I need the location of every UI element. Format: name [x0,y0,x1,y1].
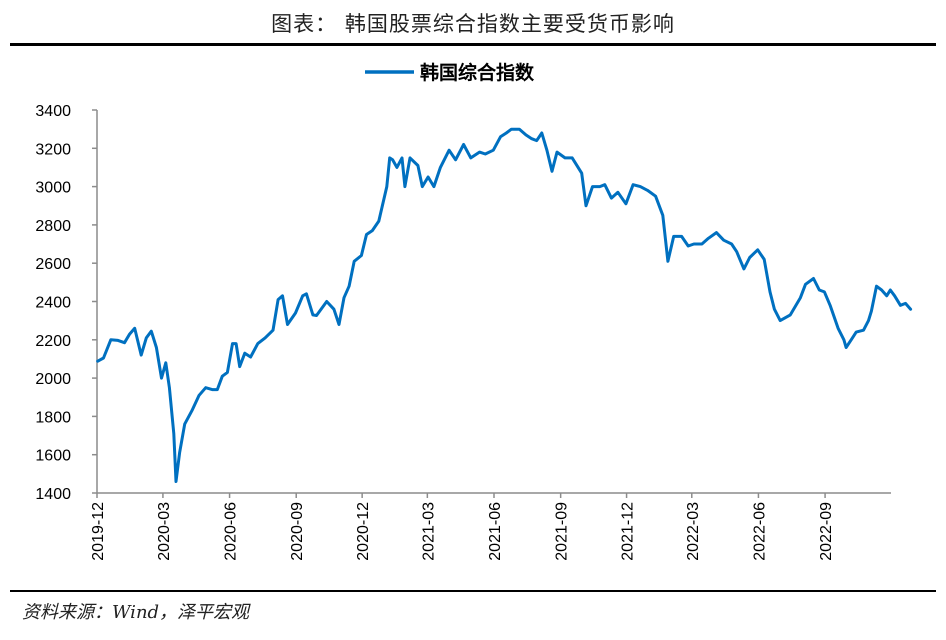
y-tick-label: 2400 [35,295,71,312]
x-tick-label: 2021-03 [420,502,437,561]
y-tick-label: 2000 [35,371,71,388]
x-tick-label: 2020-09 [289,502,306,561]
y-tick-label: 3000 [35,180,71,197]
y-tick-label: 1800 [35,409,71,426]
footer-rule [10,590,936,592]
y-tick-label: 2200 [35,333,71,350]
x-ticks: 2019-12 2020-03 2020-06 2020-09 2020-12 2021-… [90,493,835,561]
x-tick-label: 2020-06 [223,502,240,561]
y-tick-label: 2600 [35,256,71,273]
legend: 韩国综合指数 [365,61,535,84]
y-tick-label: 1400 [35,486,71,503]
x-tick-label: 2020-03 [156,502,173,561]
y-tick-label: 3200 [35,141,71,158]
x-tick-label: 2019-12 [90,502,107,561]
series-line-kospi [96,127,913,483]
legend-label: 韩国综合指数 [420,61,535,84]
x-tick-label: 2022-03 [685,502,702,561]
x-tick-label: 2020-12 [355,502,372,561]
x-tick-label: 2022-06 [751,502,768,561]
x-tick-label: 2021-09 [554,502,571,561]
x-tick-label: 2022-09 [818,502,835,561]
y-tick-label: 3400 [35,103,71,120]
y-tick-label: 1600 [35,448,71,465]
y-tick-label: 2800 [35,218,71,235]
x-tick-label: 2021-12 [620,502,637,561]
y-ticks: 1400 1600 1800 2000 2200 2400 2600 2800 3000 3200… [35,103,97,503]
x-tick-label: 2021-06 [487,502,504,561]
source-note: 资料来源：Wind，泽平宏观 [22,602,250,623]
line-chart: 韩国综合指数 1400 1600 1800 2000 2200 2400 2600 2800 3… [35,61,913,561]
chart-title: 图表： 韩国股票综合指数主要受货币影响 [271,12,675,36]
title-underline [10,43,936,46]
